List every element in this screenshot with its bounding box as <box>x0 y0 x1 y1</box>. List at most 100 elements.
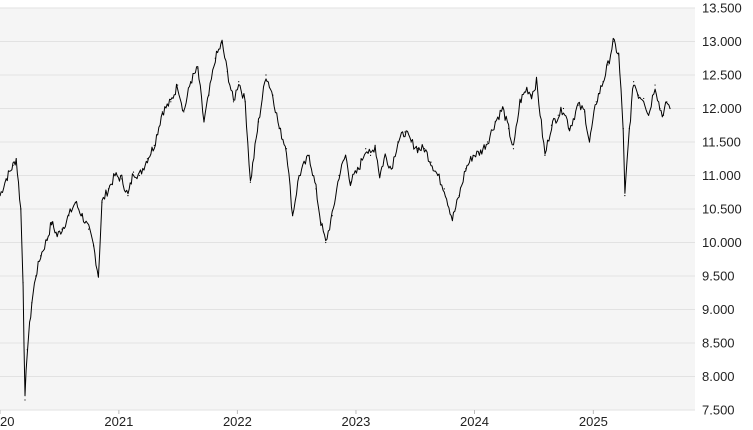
data-point <box>244 101 246 103</box>
data-point <box>437 174 439 177</box>
data-point <box>127 195 129 197</box>
data-point <box>161 111 163 113</box>
data-point <box>92 245 95 247</box>
data-point <box>344 154 347 156</box>
data-point <box>384 154 386 156</box>
x-tick-label: 2021 <box>104 414 133 429</box>
data-point <box>26 349 28 351</box>
data-point <box>365 148 367 150</box>
data-point <box>197 67 199 69</box>
data-point <box>51 221 53 223</box>
data-point <box>338 174 340 177</box>
data-point <box>146 158 149 160</box>
y-tick-label: 12.500 <box>702 68 742 83</box>
data-point <box>81 215 83 217</box>
data-point <box>577 104 579 106</box>
gridlines <box>0 7 695 411</box>
data-point <box>374 144 376 146</box>
data-point <box>97 275 100 277</box>
data-point <box>607 64 609 66</box>
data-point <box>569 128 571 130</box>
data-point <box>203 121 205 123</box>
data-point <box>88 228 90 230</box>
y-tick-label: 11.500 <box>702 135 741 150</box>
data-point <box>562 107 565 110</box>
data-point <box>654 84 656 86</box>
data-point <box>583 111 586 113</box>
y-tick-label: 10.500 <box>702 202 742 217</box>
data-point <box>550 124 553 126</box>
data-point <box>298 174 300 177</box>
y-tick-label: 13.000 <box>702 34 742 49</box>
data-point <box>358 168 360 170</box>
data-point <box>121 178 123 180</box>
data-point <box>417 148 419 150</box>
data-point <box>519 101 521 103</box>
y-tick-label: 13.500 <box>702 1 742 16</box>
data-point <box>531 94 533 96</box>
data-point <box>443 188 445 190</box>
data-point <box>107 188 110 190</box>
data-point <box>153 144 155 146</box>
data-point <box>379 174 381 177</box>
data-point <box>669 107 671 110</box>
data-point <box>221 42 223 44</box>
data-point <box>647 114 650 116</box>
data-point <box>331 215 333 217</box>
data-point <box>114 174 116 177</box>
data-point <box>369 154 372 156</box>
data-point <box>349 181 352 183</box>
data-point <box>61 228 63 230</box>
series-line <box>0 37 671 397</box>
data-point <box>249 181 251 183</box>
data-point <box>588 141 591 143</box>
data-point <box>265 74 267 76</box>
data-point <box>257 121 260 123</box>
data-point <box>480 151 482 153</box>
data-point <box>272 94 274 96</box>
data-point <box>20 208 22 210</box>
data-point <box>278 128 280 130</box>
x-tick-label: 2025 <box>579 414 608 429</box>
data-point <box>101 201 103 203</box>
data-point <box>0 195 1 197</box>
y-tick-label: 8.000 <box>702 369 735 384</box>
series-layer <box>0 37 671 401</box>
data-point <box>624 195 626 197</box>
data-point <box>423 148 426 150</box>
data-point <box>451 218 453 220</box>
data-point <box>31 302 33 304</box>
data-point <box>507 128 510 130</box>
y-tick-label: 9.500 <box>702 269 735 284</box>
data-point <box>74 201 76 203</box>
data-point <box>56 235 58 237</box>
data-point <box>494 121 496 123</box>
data-point <box>622 128 624 130</box>
data-point <box>633 81 635 83</box>
data-point <box>602 81 604 83</box>
data-point <box>659 107 661 110</box>
data-point <box>15 158 17 160</box>
data-point <box>35 275 37 277</box>
data-point <box>465 168 467 170</box>
data-point <box>320 221 322 223</box>
data-point <box>68 215 70 217</box>
data-point <box>512 148 515 150</box>
data-point <box>132 171 135 173</box>
data-point <box>535 81 538 83</box>
data-point <box>544 154 546 156</box>
data-point <box>39 255 42 257</box>
data-point <box>430 161 432 163</box>
y-axis: 7.500 8.000 8.500 9.000 9.500 10.000 10.500 11.… <box>702 1 742 418</box>
y-tick-label: 12.000 <box>702 101 742 116</box>
y-tick-label: 7.500 <box>702 403 735 418</box>
data-point <box>628 128 630 130</box>
y-tick-label: 11.000 <box>702 168 741 183</box>
data-point <box>208 94 210 96</box>
data-point <box>12 164 14 167</box>
data-point <box>643 97 645 100</box>
x-tick-label: 2022 <box>223 414 252 429</box>
data-point <box>472 154 474 156</box>
data-point <box>595 101 597 103</box>
